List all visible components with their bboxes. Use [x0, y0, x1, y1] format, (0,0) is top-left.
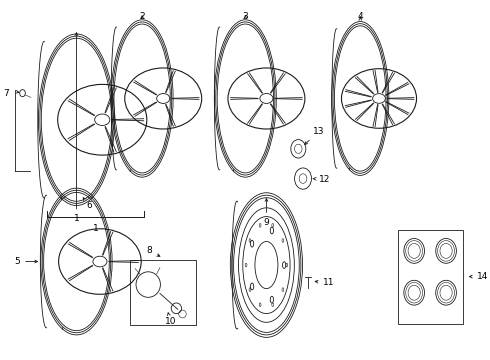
Text: 7: 7 [3, 89, 9, 98]
Text: 10: 10 [165, 313, 176, 325]
Text: 3: 3 [243, 13, 248, 22]
Text: 5: 5 [14, 257, 38, 266]
Text: 11: 11 [315, 278, 334, 287]
Text: 6: 6 [83, 198, 93, 210]
Text: 1: 1 [93, 224, 98, 233]
Text: 4: 4 [357, 13, 363, 22]
Bar [398, 230, 464, 324]
Text: 1: 1 [74, 33, 79, 224]
Text: 8: 8 [147, 246, 160, 256]
Text: 2: 2 [139, 13, 145, 22]
Text: 13: 13 [305, 127, 325, 144]
Text: 14: 14 [469, 272, 488, 281]
Text: 9: 9 [264, 199, 270, 227]
Bar [130, 260, 196, 325]
Text: 12: 12 [313, 175, 330, 184]
